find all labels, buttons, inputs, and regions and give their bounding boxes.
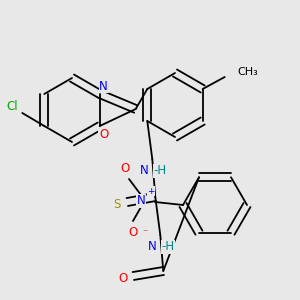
Text: -H: -H <box>162 241 175 254</box>
Text: CH₃: CH₃ <box>238 67 259 77</box>
Text: -H: -H <box>154 164 167 178</box>
Text: N: N <box>140 164 149 178</box>
Text: O: O <box>119 272 128 284</box>
Text: Cl: Cl <box>7 100 18 112</box>
Text: +: + <box>147 187 155 196</box>
Text: O: O <box>99 128 108 140</box>
Text: N: N <box>136 194 146 208</box>
Text: O: O <box>120 163 130 176</box>
Text: ⁻: ⁻ <box>142 228 148 238</box>
Text: S: S <box>114 197 121 211</box>
Text: O: O <box>128 226 138 239</box>
Text: N: N <box>148 241 157 254</box>
Text: N: N <box>99 80 108 92</box>
